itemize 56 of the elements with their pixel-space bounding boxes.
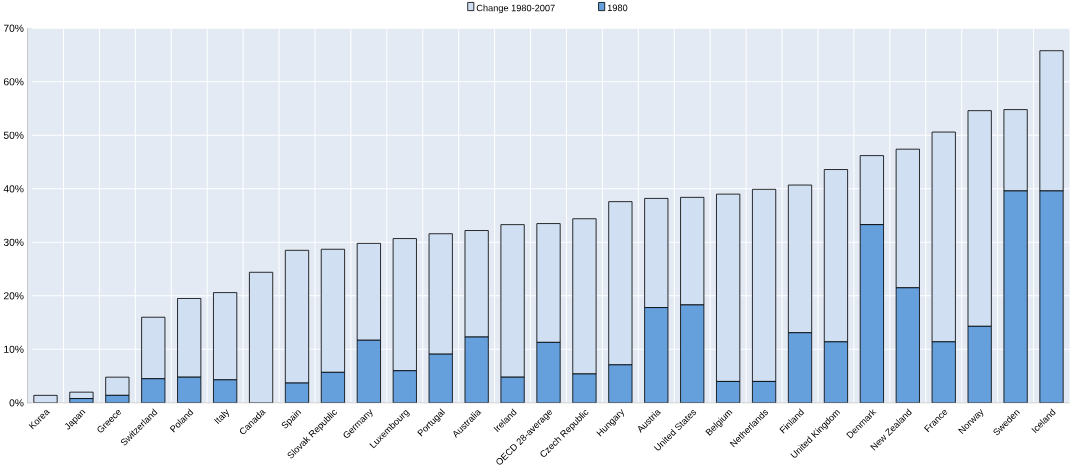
bar (823, 168, 849, 343)
bar (213, 292, 238, 381)
bar (895, 287, 920, 403)
y-tick-label: 70% (3, 24, 24, 32)
bar (608, 364, 633, 403)
bar (356, 339, 381, 403)
y-tick-label: 40% (3, 185, 24, 193)
y-tick-label: 50% (3, 131, 24, 139)
bar (320, 371, 346, 403)
bar (787, 332, 813, 403)
bar (895, 148, 920, 289)
bar (823, 341, 849, 403)
bar (464, 336, 489, 403)
bar (500, 224, 525, 378)
bar (572, 218, 597, 375)
bar (428, 233, 453, 355)
bar (967, 325, 992, 403)
bar (931, 341, 956, 403)
bar (356, 242, 381, 341)
y-tick-label: 20% (3, 292, 24, 300)
bar (141, 316, 166, 380)
bar (644, 307, 669, 403)
bar (392, 238, 417, 372)
bar (859, 224, 884, 403)
bar (536, 223, 561, 343)
bar (680, 196, 705, 306)
bar (428, 353, 453, 403)
bar (536, 341, 561, 403)
bar (680, 304, 705, 403)
legend-label: Change 1980-2007 (476, 4, 555, 13)
legend-label: 1980 (607, 4, 628, 12)
bar (859, 155, 884, 225)
bar (464, 229, 489, 338)
bar (752, 188, 777, 382)
y-tick-label: 30% (3, 238, 24, 246)
bar (1039, 50, 1064, 192)
bar (608, 201, 633, 366)
bar (392, 370, 417, 403)
bar (141, 378, 166, 403)
y-tick-label: 60% (3, 78, 24, 86)
bar (644, 197, 669, 308)
x-tick-label: Italy (214, 409, 229, 424)
bar (177, 297, 202, 378)
bar (213, 379, 238, 403)
bar (248, 271, 274, 403)
bar (284, 249, 310, 384)
bar (931, 131, 956, 343)
bar (1003, 190, 1028, 403)
bar (787, 184, 813, 334)
bar (967, 110, 992, 327)
y-tick-label: 0% (9, 399, 24, 407)
bar (716, 193, 741, 382)
y-tick-label: 10% (4, 345, 24, 353)
bar (320, 248, 346, 373)
bar (1039, 190, 1064, 403)
bar (1003, 109, 1028, 192)
